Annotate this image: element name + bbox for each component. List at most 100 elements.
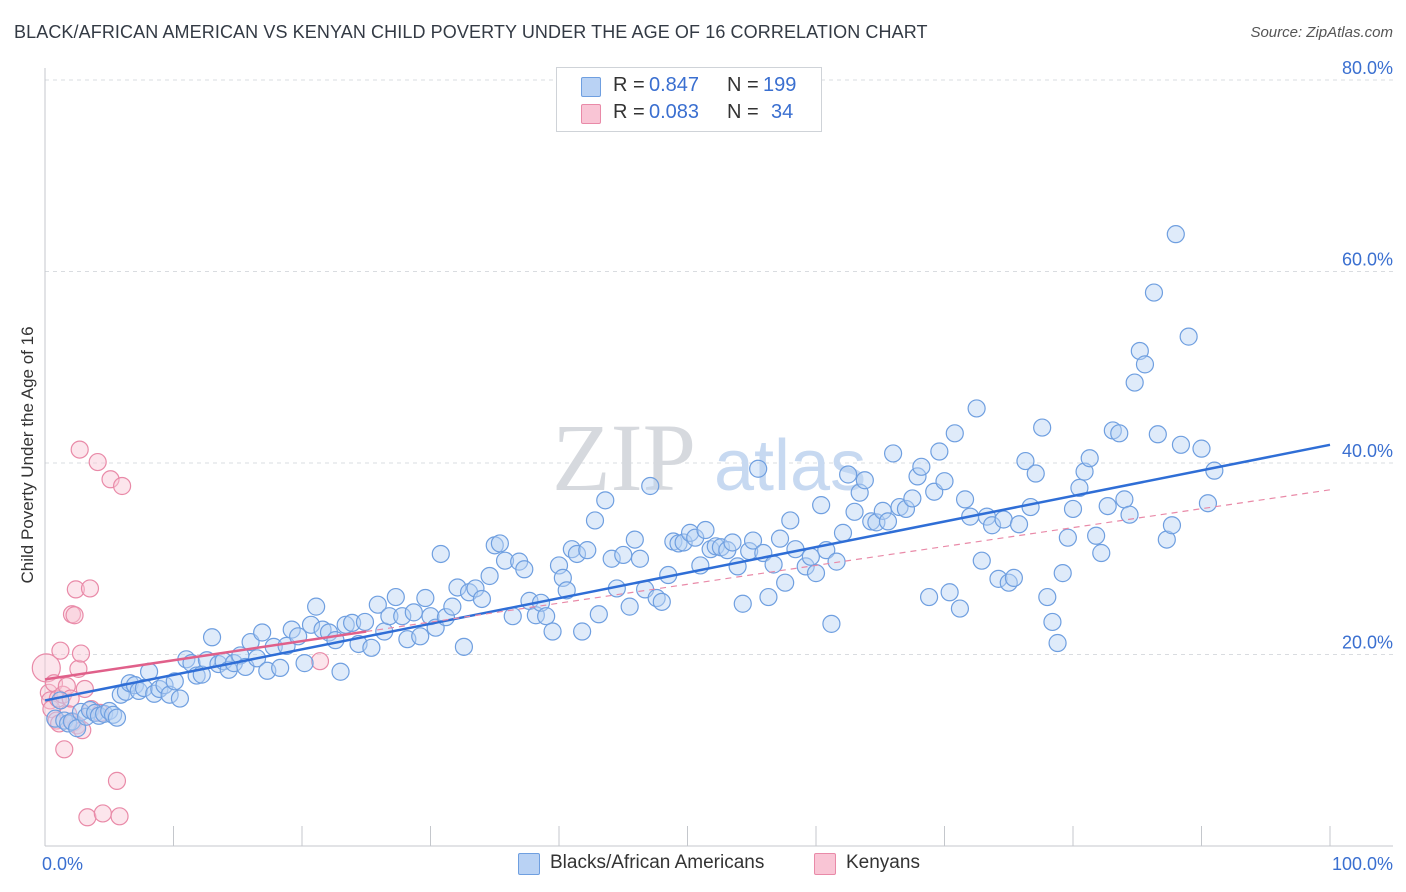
black-point (669, 534, 688, 553)
black-point (355, 612, 375, 632)
black-point (1162, 516, 1182, 535)
kenyan-point (107, 771, 127, 790)
black-point (1026, 464, 1045, 483)
black-point (301, 615, 321, 634)
kenyan-point (93, 804, 112, 823)
black-point (466, 579, 485, 598)
kenyan-trend-line (44, 630, 367, 681)
kenyan-point (66, 580, 85, 599)
bottom-legend-pink-label: Kenyans (846, 852, 920, 873)
legend-r-label: R = (613, 101, 645, 123)
black-point (295, 654, 314, 673)
black-point (411, 627, 430, 646)
kenyan-point (65, 606, 84, 625)
black-point (770, 529, 790, 548)
black-point (982, 516, 1002, 535)
y-tick-label: 80.0% (1342, 58, 1393, 78)
legend: R = 0.847 N = 199 R = 0.083 N = 34 (556, 67, 822, 132)
black-point (883, 444, 903, 463)
black-point (833, 523, 853, 542)
gridlines (45, 79, 1393, 655)
x-tick-label-left: 0.0% (42, 854, 83, 874)
black-point (1171, 435, 1191, 454)
black-point (972, 551, 991, 570)
black-point (1021, 497, 1040, 517)
black-point (490, 534, 509, 553)
black-point (1087, 526, 1106, 545)
black-point (543, 622, 562, 641)
black-point (431, 544, 450, 564)
black-point (253, 623, 272, 642)
black-point (1080, 449, 1099, 468)
black-point (416, 588, 435, 608)
kenyan-trend-extension (366, 489, 1331, 633)
black-point (945, 424, 964, 443)
black-point (930, 442, 949, 461)
black-point (674, 533, 693, 552)
tick-labels: 20.0% 40.0% 60.0% 80.0% 0.0% 100.0% (42, 58, 1393, 874)
black-point (776, 573, 795, 592)
bottom-swatch-blue (518, 853, 540, 875)
kenyan-point (112, 476, 132, 496)
black-point (480, 566, 499, 586)
kenyan-point (78, 808, 97, 827)
black-point (1179, 327, 1198, 346)
black-point (472, 589, 491, 609)
black-point (170, 689, 190, 708)
black-point (1016, 451, 1035, 471)
black-point (1098, 496, 1117, 516)
black-point (1125, 373, 1144, 392)
trend-lines (44, 443, 1331, 702)
black-point (380, 607, 399, 626)
kenyan-point (55, 740, 74, 759)
black-point (614, 545, 633, 565)
black-point (1048, 633, 1067, 653)
black-trend-line (44, 443, 1331, 702)
black-point (1198, 494, 1218, 513)
black-point (1043, 612, 1062, 632)
source-label: Source: ZipAtlas.com (1250, 24, 1393, 41)
black-point (602, 549, 621, 568)
black-point (1038, 587, 1057, 607)
black-point (950, 599, 970, 618)
black-point (448, 578, 467, 597)
black-point (812, 496, 831, 515)
black-point (652, 592, 671, 611)
black-point (1130, 341, 1149, 361)
legend-r-label: R = (613, 74, 645, 96)
black-point (781, 511, 800, 530)
black-point (827, 552, 846, 571)
black-point (160, 685, 179, 704)
kenyan-point (101, 470, 120, 489)
black-point (1157, 530, 1176, 549)
black-point (759, 587, 778, 607)
legend-r-value: 0.083 (649, 101, 700, 123)
black-point (1192, 439, 1211, 458)
black-point (919, 587, 939, 607)
black-point (578, 541, 597, 560)
black-point (764, 555, 783, 574)
kenyan-point (310, 652, 330, 671)
legend-swatch-blue (581, 77, 601, 97)
legend-n-label: N = (727, 74, 759, 96)
black-point (515, 560, 534, 579)
black-point (696, 520, 715, 540)
black-point (839, 465, 858, 484)
black-point (743, 531, 763, 550)
black-point (801, 547, 820, 566)
black-point (362, 638, 381, 657)
kenyan-point (71, 644, 91, 663)
black-point (955, 490, 975, 509)
x-tick-label-right: 100.0% (1332, 854, 1393, 874)
black-point (596, 491, 615, 510)
black-point (51, 691, 70, 710)
black-point (573, 622, 592, 641)
black-point (806, 564, 826, 583)
black-point (967, 399, 986, 418)
black-point (1144, 283, 1164, 302)
watermark-atlas: atlas (714, 426, 866, 506)
black-point (1205, 461, 1224, 480)
black-point (1092, 543, 1111, 563)
black-point (1135, 355, 1155, 374)
black-point (935, 472, 954, 491)
